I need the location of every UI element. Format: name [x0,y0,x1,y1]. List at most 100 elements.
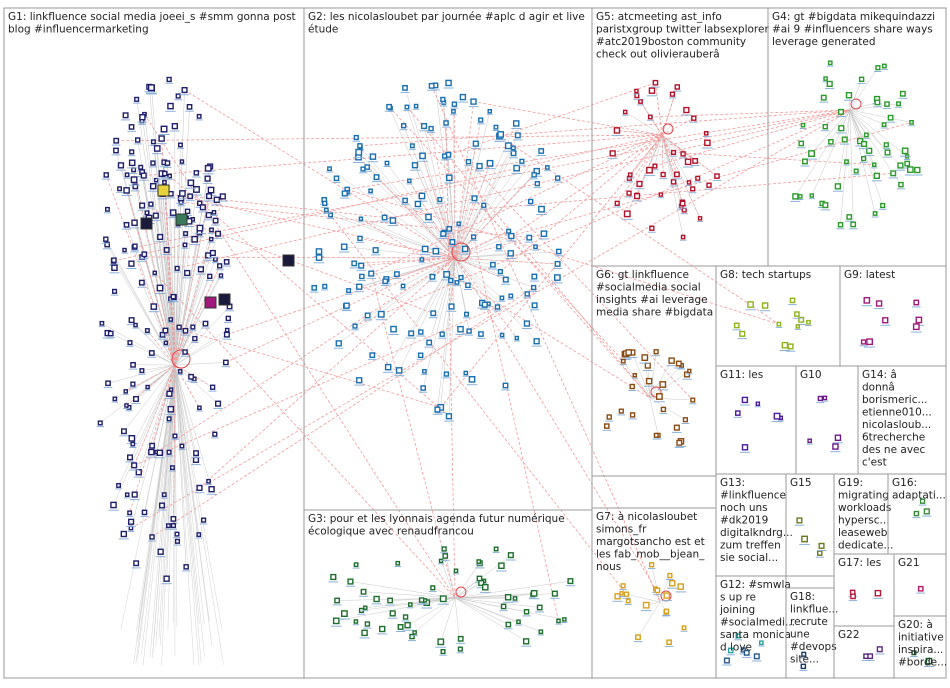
node-g4[interactable] [806,150,817,160]
node-g2[interactable] [372,174,381,183]
node-g3[interactable] [561,617,568,623]
node-g2[interactable] [524,234,534,243]
node-g1[interactable] [185,193,195,202]
node-g2[interactable] [387,217,398,227]
node-g1[interactable] [138,368,146,375]
node-g5[interactable] [682,158,694,168]
node-g2[interactable] [522,320,532,329]
node-g6[interactable] [672,424,682,433]
node-g6[interactable] [605,414,614,422]
node-g4[interactable] [888,170,898,179]
node-g2[interactable] [375,310,387,321]
node-g4[interactable] [880,122,888,129]
node-g5[interactable] [632,192,642,202]
node-g4[interactable] [808,193,815,200]
node-g1[interactable] [131,243,139,251]
node-g22[interactable] [875,646,885,655]
node-g8[interactable] [794,324,801,330]
node-g2[interactable] [469,195,479,204]
node-g2[interactable] [445,225,454,234]
node-g1[interactable] [158,125,170,135]
node-g4[interactable] [899,147,911,157]
node-g2[interactable] [476,117,485,125]
node-g2[interactable] [443,79,454,89]
node-g2[interactable] [505,250,516,259]
node-g3[interactable] [417,597,426,605]
node-g18[interactable] [800,651,808,659]
node-g4[interactable] [896,181,906,190]
node-g1[interactable] [122,221,131,230]
node-g1[interactable] [185,179,197,189]
node-g3[interactable] [435,638,447,648]
node-g4[interactable] [845,214,854,222]
node-g2[interactable] [356,262,366,271]
node-g1[interactable] [165,405,176,415]
node-g2[interactable] [371,247,381,256]
node-g5[interactable] [633,93,641,100]
node-g1[interactable] [128,176,140,186]
node-g1[interactable] [111,396,119,403]
node-g3[interactable] [499,603,508,612]
node-g1[interactable] [195,113,203,121]
node-g3[interactable] [456,646,465,654]
node-g7[interactable] [622,591,631,599]
node-g2[interactable] [326,166,333,173]
node-g1[interactable] [173,538,182,546]
node-g4[interactable] [874,65,882,72]
node-g1[interactable] [104,206,112,214]
node-g10[interactable] [821,395,829,402]
node-g10[interactable] [830,443,841,453]
node-g3[interactable] [535,604,545,613]
avatar-node[interactable] [157,184,170,197]
node-g2[interactable] [384,103,394,112]
node-g1[interactable] [175,324,184,332]
node-g4[interactable] [836,125,847,134]
node-g4[interactable] [859,140,869,150]
node-g1[interactable] [181,349,190,357]
node-g5[interactable] [678,200,688,209]
node-g3[interactable] [359,629,370,639]
node-g1[interactable] [108,501,119,511]
node-g1[interactable] [157,502,167,511]
node-g1[interactable] [154,449,165,459]
node-g3[interactable] [387,610,398,619]
node-g1[interactable] [162,340,169,347]
node-g15[interactable] [816,542,827,551]
node-g2[interactable] [552,274,563,284]
node-g2[interactable] [501,382,510,391]
node-g17[interactable] [848,593,858,602]
node-g2[interactable] [469,234,478,242]
node-g1[interactable] [206,486,217,495]
node-g5[interactable] [659,171,668,180]
node-g2[interactable] [529,284,538,292]
node-g7[interactable] [624,598,632,605]
node-g1[interactable] [161,327,170,336]
node-g1[interactable] [208,236,215,243]
node-g3[interactable] [440,546,448,554]
node-g7[interactable] [665,572,674,580]
node-g6[interactable] [623,349,634,359]
node-g7[interactable] [633,634,643,643]
node-g2[interactable] [383,363,394,373]
node-g2[interactable] [531,338,542,347]
node-g1[interactable] [122,389,129,395]
node-g1[interactable] [182,564,191,572]
node-g2[interactable] [446,277,455,285]
node-g5[interactable] [704,182,713,190]
node-g2[interactable] [419,122,429,132]
node-g5[interactable] [646,114,654,121]
node-g1[interactable] [205,273,214,281]
node-g1[interactable] [177,142,184,149]
node-g5[interactable] [637,99,644,106]
node-g8[interactable] [785,343,796,352]
node-g2[interactable] [474,162,485,172]
node-g21[interactable] [916,585,926,594]
node-g1[interactable] [127,159,138,169]
node-g2[interactable] [438,230,448,239]
node-g18[interactable] [799,663,808,671]
node-g1[interactable] [101,236,110,244]
node-g2[interactable] [538,230,550,240]
node-g4[interactable] [882,149,892,158]
node-g1[interactable] [151,212,161,221]
node-g1[interactable] [204,193,214,202]
